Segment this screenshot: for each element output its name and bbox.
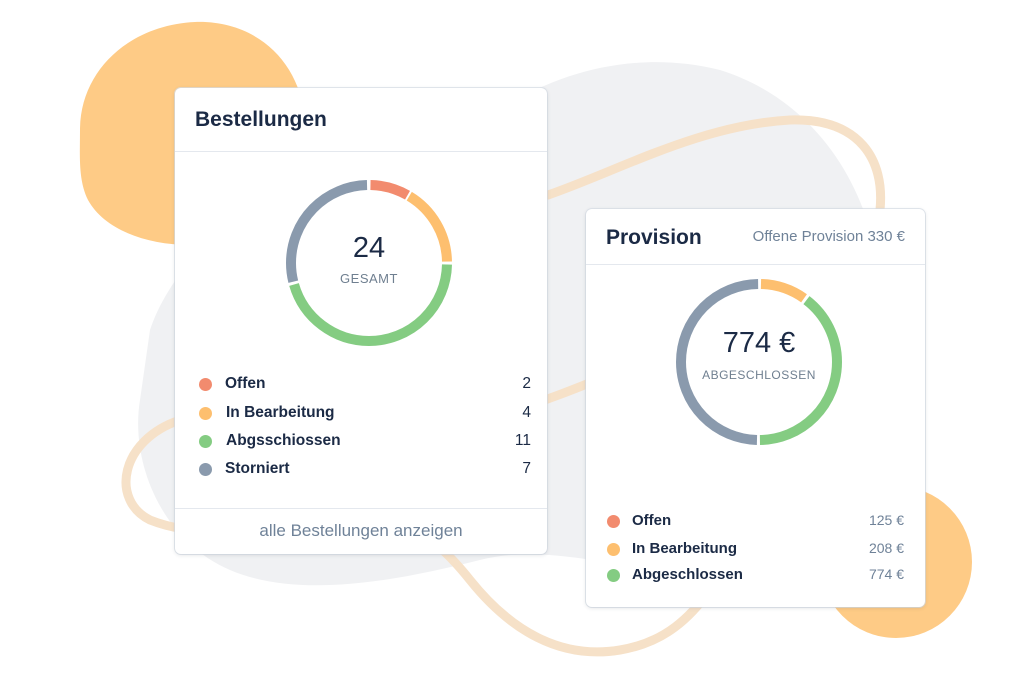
offen-dot-icon (199, 378, 212, 391)
orders-legend-item-in-bearbeitung: In Bearbeitung 4 (175, 403, 547, 425)
legend-value: 125 € (868, 512, 904, 528)
commission-legend-item-offen: Offen 125 € (586, 511, 925, 533)
in-bearbeitung-dot-icon (607, 543, 620, 556)
legend-label: Abgeschlossen (632, 566, 743, 583)
legend-label: Abgsschiossen (226, 432, 341, 449)
orders-segment-storniert (286, 180, 452, 346)
commission-card: Provision Offene Provision 330 € 774 € A… (586, 209, 925, 607)
orders-card-header: Bestellungen (175, 88, 547, 152)
legend-value: 4 (522, 404, 531, 421)
legend-label: In Bearbeitung (632, 540, 738, 557)
commission-donut-chart: 774 € ABGESCHLOSSEN (676, 279, 842, 445)
legend-label: Storniert (225, 460, 290, 477)
legend-label: Offen (632, 512, 672, 529)
commission-title: Provision (606, 226, 702, 249)
orders-total-value: 24 (352, 232, 386, 264)
legend-value: 208 € (868, 540, 904, 556)
orders-segment-abgeschlossen (286, 180, 452, 346)
commission-legend-item-in-bearbeitung: In Bearbeitung 208 € (586, 539, 925, 561)
abgeschlossen-dot-icon (199, 435, 212, 448)
orders-donut-chart: 24 GESAMT (286, 180, 452, 346)
commission-center-value: 774 € (722, 327, 796, 359)
commission-card-header: Provision Offene Provision 330 € (586, 209, 925, 265)
commission-donut-svg (676, 279, 842, 445)
in-bearbeitung-dot-icon (199, 407, 212, 420)
show-all-orders-link[interactable]: alle Bestellungen anzeigen (175, 508, 547, 554)
orders-card: Bestellungen 24 GESAMT Offen 2 In Bearbe… (175, 88, 547, 554)
orders-legend-item-abgeschlossen: Abgsschiossen 11 (175, 431, 547, 453)
commission-segment-rest (676, 279, 842, 445)
orders-donut-svg (286, 180, 452, 346)
legend-value: 774 € (868, 566, 904, 582)
legend-value: 2 (522, 375, 531, 392)
legend-value: 11 (514, 432, 531, 449)
abgeschlossen-dot-icon (607, 569, 620, 582)
legend-label: In Bearbeitung (226, 404, 335, 421)
orders-legend-item-offen: Offen 2 (175, 374, 547, 396)
orders-title: Bestellungen (195, 108, 327, 131)
legend-value: 7 (522, 460, 531, 477)
offen-dot-icon (607, 515, 620, 528)
storniert-dot-icon (199, 463, 212, 476)
commission-legend-item-abgeschlossen: Abgeschlossen 774 € (586, 565, 925, 587)
legend-label: Offen (225, 375, 266, 392)
commission-segment-abgeschlossen (676, 279, 842, 445)
open-commission-amount: Offene Provision 330 € (752, 228, 905, 245)
orders-total-label: GESAMT (340, 271, 398, 286)
orders-legend-item-storniert: Storniert 7 (175, 459, 547, 481)
commission-center-label: ABGESCHLOSSEN (702, 368, 816, 382)
